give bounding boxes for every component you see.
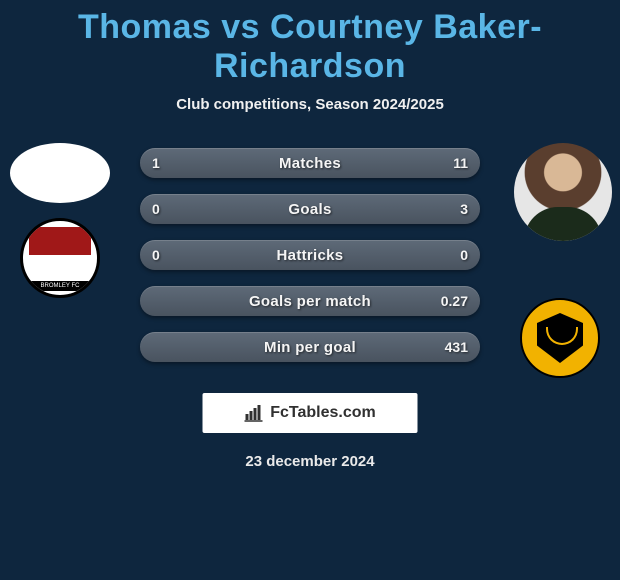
stat-label: Hattricks <box>277 247 344 264</box>
player-right-avatar <box>514 143 612 241</box>
stat-value-right: 431 <box>445 332 468 362</box>
bar-chart-icon <box>244 404 266 422</box>
page-subtitle: Club competitions, Season 2024/2025 <box>0 96 620 113</box>
stat-value-left: 0 <box>152 240 160 270</box>
stat-value-left: 1 <box>152 148 160 178</box>
stat-value-right: 11 <box>453 148 468 178</box>
page-title: Thomas vs Courtney Baker-Richardson <box>0 0 620 86</box>
stat-value-left: 0 <box>152 194 160 224</box>
stat-label: Goals per match <box>249 293 371 310</box>
brand-badge: FcTables.com <box>203 393 418 433</box>
stat-value-right: 0 <box>460 240 468 270</box>
stat-row-goals-per-match: Goals per match 0.27 <box>140 286 480 316</box>
comparison-panel: 1 Matches 11 0 Goals 3 0 Hattricks 0 Goa… <box>0 143 620 473</box>
stat-value-right: 3 <box>460 194 468 224</box>
stat-label: Matches <box>279 155 341 172</box>
stat-row-hattricks: 0 Hattricks 0 <box>140 240 480 270</box>
player-left-avatar <box>10 143 110 203</box>
stat-value-right: 0.27 <box>441 286 468 316</box>
stat-bars: 1 Matches 11 0 Goals 3 0 Hattricks 0 Goa… <box>140 148 480 378</box>
brand-text: FcTables.com <box>270 404 376 422</box>
stat-row-min-per-goal: Min per goal 431 <box>140 332 480 362</box>
stat-row-matches: 1 Matches 11 <box>140 148 480 178</box>
stat-row-goals: 0 Goals 3 <box>140 194 480 224</box>
club-right-badge <box>520 298 600 378</box>
snapshot-date: 23 december 2024 <box>0 453 620 470</box>
stat-label: Goals <box>288 201 331 218</box>
stat-label: Min per goal <box>264 339 356 356</box>
club-left-badge <box>20 218 100 298</box>
